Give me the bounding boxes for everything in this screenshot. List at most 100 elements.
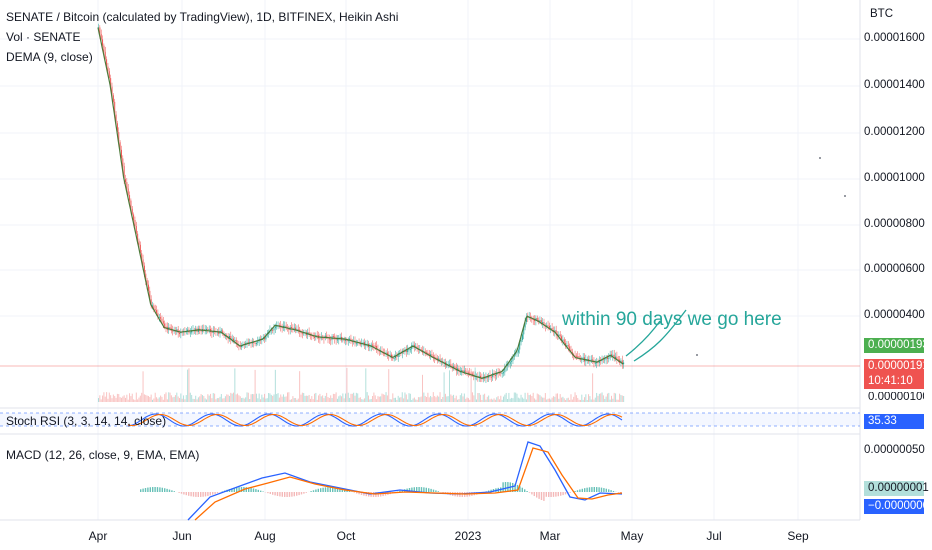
volume-bar: [392, 393, 394, 402]
macd-histogram-bar: [185, 492, 187, 496]
candle-body: [542, 322, 544, 324]
macd-histogram-bar: [320, 488, 322, 492]
macd-histogram-bar: [221, 491, 223, 492]
candle-body: [135, 226, 137, 234]
macd-histogram-bar: [252, 488, 255, 492]
volume-bar: [328, 397, 330, 402]
macd-axis-tick: 0.00000050: [864, 444, 925, 456]
volume-bar: [318, 395, 320, 402]
candle-body: [162, 321, 164, 324]
volume-bar: [312, 399, 314, 402]
candle-body: [369, 346, 371, 348]
candle-body: [139, 244, 141, 254]
volume-bar: [185, 395, 187, 402]
time-tick-label: Sep: [787, 529, 809, 543]
volume-bar: [336, 398, 338, 402]
volume-bar: [484, 393, 486, 402]
volume-bar: [482, 394, 484, 402]
volume-bar: [350, 393, 352, 402]
volume-bar: [561, 397, 563, 402]
volume-bar: [372, 396, 374, 402]
macd-histogram-bar: [358, 492, 360, 495]
candle-body: [432, 355, 434, 358]
volume-bar: [222, 398, 224, 402]
volume-bar: [415, 399, 417, 402]
candle-body: [179, 333, 180, 335]
volume-bar: [212, 393, 214, 402]
volume-bar: [466, 397, 468, 402]
annotation-text[interactable]: within 90 days we go here: [562, 309, 782, 330]
candle-body: [339, 336, 341, 339]
candle-body: [335, 338, 337, 340]
volume-bar: [544, 393, 546, 402]
candle-body: [392, 357, 394, 359]
candle-body: [349, 338, 351, 340]
candle-body: [111, 86, 113, 96]
candle-body: [454, 366, 456, 368]
volume-bar: [133, 399, 135, 402]
volume-bar: [237, 393, 239, 402]
candle-body: [463, 370, 465, 373]
macd-histogram-bar: [372, 492, 375, 497]
price-tick-label: 0.00000400: [864, 309, 925, 321]
volume-bar: [555, 393, 557, 402]
macd-histogram-bar: [425, 487, 427, 492]
volume-bar: [409, 393, 411, 402]
candle-body: [547, 325, 549, 327]
candle-body: [246, 342, 248, 344]
volume-bar: [513, 392, 515, 402]
candle-body: [145, 273, 147, 281]
macd-histogram-bar: [617, 492, 619, 493]
volume-bar: [174, 395, 176, 402]
macd-histogram-bar: [612, 490, 615, 492]
macd-histogram-bar: [548, 492, 550, 497]
candle-body: [409, 349, 411, 351]
candle-body: [373, 345, 375, 347]
volume-bar: [143, 394, 145, 402]
candle-body: [574, 355, 576, 357]
volume-bar: [605, 396, 607, 402]
volume-bar: [102, 395, 104, 402]
candle-body: [104, 51, 106, 60]
macd-histogram-bar: [346, 490, 348, 492]
price-tick-label: 0.00000800: [864, 218, 925, 230]
dema-legend[interactable]: DEMA (9, close): [6, 50, 93, 64]
volume-bar: [476, 399, 477, 402]
volume-bar: [291, 399, 293, 402]
candle-body: [438, 358, 440, 361]
dot-marker: [819, 157, 821, 159]
volume-bar: [125, 397, 126, 402]
volume-bar: [619, 393, 621, 402]
volume-bar: [381, 393, 383, 402]
stoch-rsi-title[interactable]: Stoch RSI (3, 3, 14, 14, close): [6, 414, 167, 428]
volume-legend[interactable]: Vol · SENATE: [6, 30, 81, 44]
volume-bar: [581, 394, 583, 402]
candle-body: [158, 317, 160, 319]
price-tick-label: 0.00000600: [864, 263, 925, 275]
volume-bar: [160, 395, 162, 402]
candle-body: [293, 327, 295, 329]
volume-bar: [463, 393, 465, 402]
volume-bar: [207, 394, 209, 402]
volume-bar: [462, 396, 464, 402]
macd-histogram-bar: [274, 492, 276, 496]
volume-bar: [110, 395, 112, 402]
macd-title[interactable]: MACD (12, 26, close, 9, EMA, EMA): [6, 448, 200, 462]
candle-body: [389, 354, 391, 356]
candle-body: [439, 358, 441, 362]
candle-body: [517, 349, 519, 353]
volume-bar: [354, 395, 356, 402]
macd-histogram-bar: [600, 487, 603, 492]
macd-histogram-bar: [248, 487, 250, 492]
macd-histogram-bar: [348, 490, 351, 492]
macd-histogram-bar: [339, 488, 341, 492]
candle-body: [551, 327, 553, 330]
volume-bar: [453, 394, 455, 402]
macd-histogram-bar: [353, 492, 355, 493]
candle-body: [203, 329, 205, 331]
macd-histogram-bar: [536, 492, 538, 498]
volume-bar: [578, 399, 580, 402]
macd-histogram-bar: [593, 487, 595, 492]
volume-bar: [604, 398, 606, 402]
